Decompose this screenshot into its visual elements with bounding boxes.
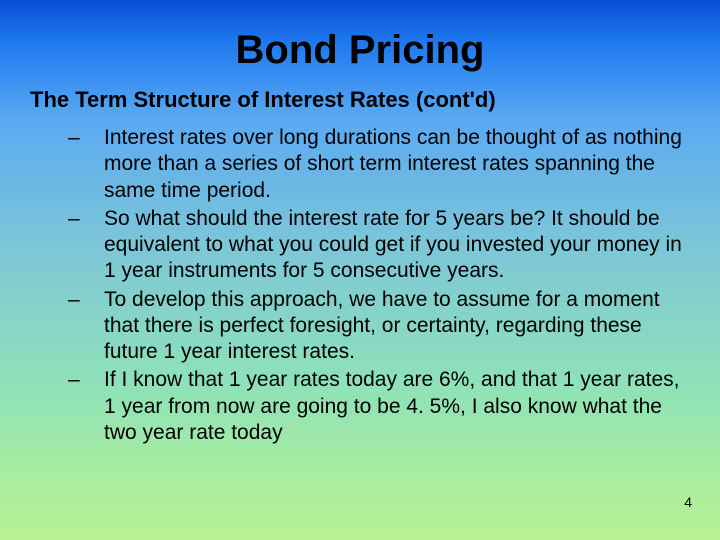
bullet-dash-icon: – [64, 287, 104, 313]
page-number: 4 [684, 494, 692, 510]
list-item: – If I know that 1 year rates today are … [64, 367, 682, 446]
list-item: – So what should the interest rate for 5… [64, 206, 682, 285]
bullet-dash-icon: – [64, 367, 104, 393]
bullet-text: To develop this approach, we have to ass… [104, 287, 682, 366]
bullet-text: Interest rates over long durations can b… [104, 125, 682, 204]
list-item: – Interest rates over long durations can… [64, 125, 682, 204]
slide-subtitle: The Term Structure of Interest Rates (co… [30, 87, 692, 113]
list-item: – To develop this approach, we have to a… [64, 287, 682, 366]
bullet-text: So what should the interest rate for 5 y… [104, 206, 682, 285]
bullet-list: – Interest rates over long durations can… [64, 125, 682, 446]
slide: Bond Pricing The Term Structure of Inter… [0, 0, 720, 540]
bullet-dash-icon: – [64, 206, 104, 232]
bullet-text: If I know that 1 year rates today are 6%… [104, 367, 682, 446]
bullet-dash-icon: – [64, 125, 104, 151]
slide-title: Bond Pricing [28, 28, 692, 73]
